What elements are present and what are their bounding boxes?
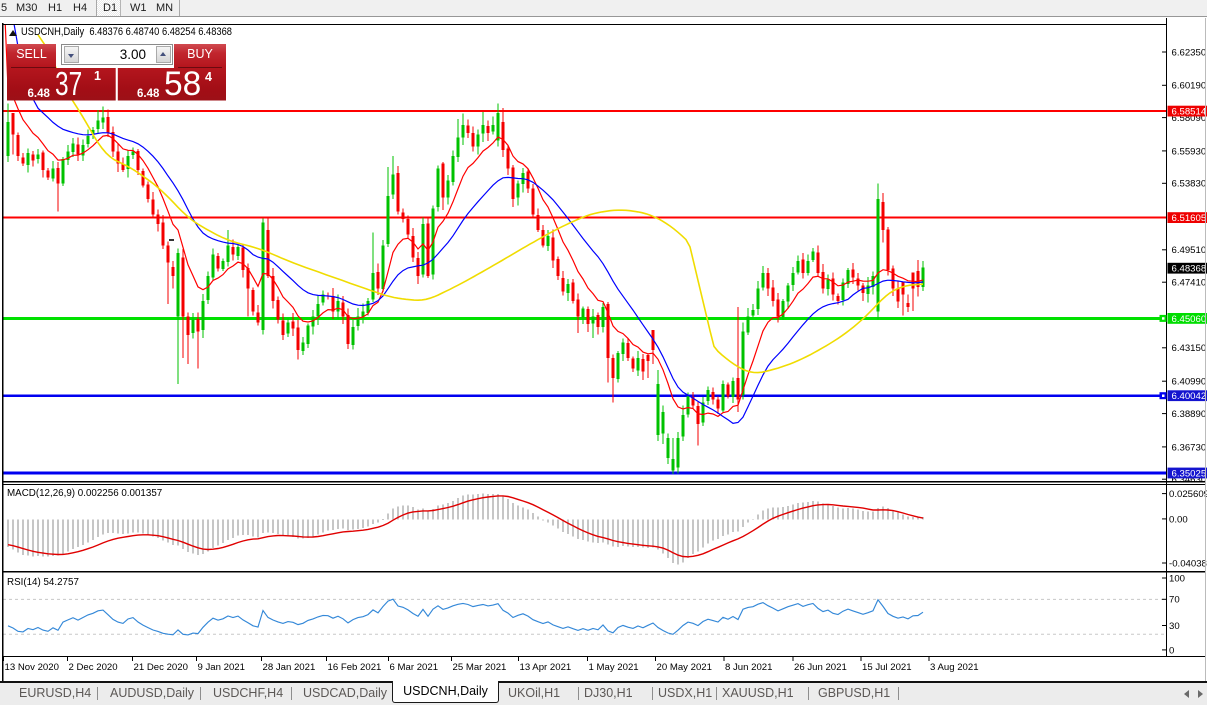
svg-text:6.35025: 6.35025 xyxy=(1172,468,1207,479)
svg-text:6.51605: 6.51605 xyxy=(1172,213,1207,224)
svg-text:6.49510: 6.49510 xyxy=(1172,245,1207,256)
svg-text:6.58514: 6.58514 xyxy=(1172,107,1207,118)
svg-text:6.43150: 6.43150 xyxy=(1172,343,1207,354)
svg-text:0.00: 0.00 xyxy=(1169,514,1188,525)
svg-text:-0.04038: -0.04038 xyxy=(1169,558,1207,569)
svg-text:0: 0 xyxy=(1169,645,1174,656)
svg-text:3 Aug 2021: 3 Aug 2021 xyxy=(930,662,979,673)
svg-text:6.45060: 6.45060 xyxy=(1172,314,1207,325)
svg-text:70: 70 xyxy=(1169,595,1180,606)
svg-text:6.47410: 6.47410 xyxy=(1172,278,1207,289)
svg-text:1 May 2021: 1 May 2021 xyxy=(589,662,639,673)
svg-text:6.48368: 6.48368 xyxy=(1172,264,1207,275)
svg-text:16 Feb 2021: 16 Feb 2021 xyxy=(328,662,382,673)
svg-text:13 Nov 2020: 13 Nov 2020 xyxy=(5,662,59,673)
svg-text:6.60190: 6.60190 xyxy=(1172,81,1207,92)
svg-text:6.34630: 6.34630 xyxy=(1172,475,1207,486)
svg-text:2 Dec 2020: 2 Dec 2020 xyxy=(69,662,118,673)
svg-text:6.55930: 6.55930 xyxy=(1172,146,1207,157)
svg-text:26 Jun 2021: 26 Jun 2021 xyxy=(794,662,847,673)
svg-text:28 Jan 2021: 28 Jan 2021 xyxy=(263,662,316,673)
svg-text:21 Dec 2020: 21 Dec 2020 xyxy=(134,662,188,673)
svg-text:9 Jan 2021: 9 Jan 2021 xyxy=(198,662,245,673)
svg-text:15 Jul 2021: 15 Jul 2021 xyxy=(862,662,912,673)
svg-text:20 May 2021: 20 May 2021 xyxy=(657,662,712,673)
svg-text:25 Mar 2021: 25 Mar 2021 xyxy=(453,662,507,673)
svg-text:6.58090: 6.58090 xyxy=(1172,113,1207,124)
svg-text:6.38890: 6.38890 xyxy=(1172,409,1207,420)
svg-text:6.36730: 6.36730 xyxy=(1172,442,1207,453)
svg-text:6.62350: 6.62350 xyxy=(1172,47,1207,58)
svg-text:6 Mar 2021: 6 Mar 2021 xyxy=(390,662,439,673)
svg-text:6.40042: 6.40042 xyxy=(1172,391,1207,402)
svg-text:6.40990: 6.40990 xyxy=(1172,377,1207,388)
svg-text:30: 30 xyxy=(1169,621,1180,632)
svg-text:6.53830: 6.53830 xyxy=(1172,179,1207,190)
svg-text:13 Apr 2021: 13 Apr 2021 xyxy=(520,662,572,673)
svg-text:8 Jun 2021: 8 Jun 2021 xyxy=(725,662,772,673)
svg-text:0.025609: 0.025609 xyxy=(1169,489,1207,500)
svg-text:100: 100 xyxy=(1169,573,1185,584)
